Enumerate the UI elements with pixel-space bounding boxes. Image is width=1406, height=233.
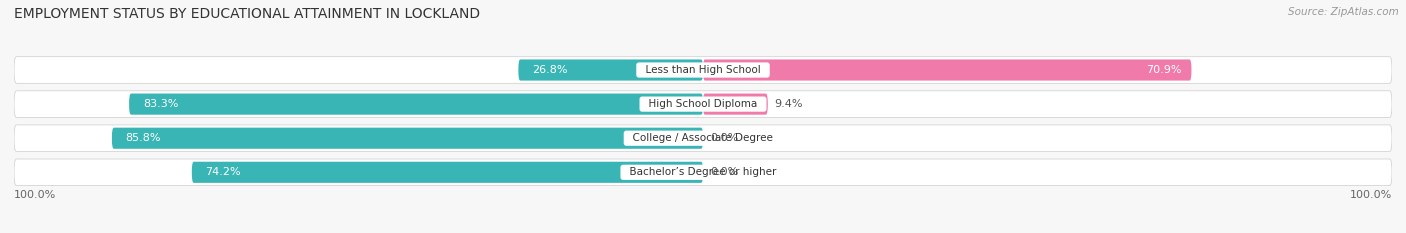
FancyBboxPatch shape (14, 125, 1392, 151)
Text: College / Associate Degree: College / Associate Degree (626, 133, 780, 143)
FancyBboxPatch shape (112, 128, 703, 149)
Text: EMPLOYMENT STATUS BY EDUCATIONAL ATTAINMENT IN LOCKLAND: EMPLOYMENT STATUS BY EDUCATIONAL ATTAINM… (14, 7, 481, 21)
FancyBboxPatch shape (14, 91, 1392, 117)
Text: 0.0%: 0.0% (710, 133, 738, 143)
Text: 70.9%: 70.9% (1146, 65, 1181, 75)
Text: 83.3%: 83.3% (143, 99, 179, 109)
Text: 74.2%: 74.2% (205, 167, 242, 177)
Text: 9.4%: 9.4% (775, 99, 803, 109)
FancyBboxPatch shape (519, 59, 703, 81)
FancyBboxPatch shape (191, 162, 703, 183)
Text: Less than High School: Less than High School (638, 65, 768, 75)
Text: 100.0%: 100.0% (14, 190, 56, 200)
Text: Bachelor’s Degree or higher: Bachelor’s Degree or higher (623, 167, 783, 177)
Text: 85.8%: 85.8% (125, 133, 162, 143)
Text: Source: ZipAtlas.com: Source: ZipAtlas.com (1288, 7, 1399, 17)
FancyBboxPatch shape (129, 93, 703, 115)
FancyBboxPatch shape (703, 59, 1191, 81)
FancyBboxPatch shape (14, 159, 1392, 186)
Text: High School Diploma: High School Diploma (643, 99, 763, 109)
Text: 0.0%: 0.0% (710, 167, 738, 177)
Text: 100.0%: 100.0% (1350, 190, 1392, 200)
FancyBboxPatch shape (14, 57, 1392, 83)
Text: 26.8%: 26.8% (531, 65, 568, 75)
FancyBboxPatch shape (703, 93, 768, 115)
